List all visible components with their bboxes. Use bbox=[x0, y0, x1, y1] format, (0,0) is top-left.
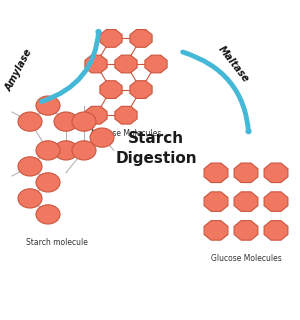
FancyArrowPatch shape bbox=[42, 31, 99, 101]
Ellipse shape bbox=[72, 112, 96, 131]
Polygon shape bbox=[234, 221, 258, 240]
Polygon shape bbox=[115, 55, 137, 73]
Text: Starch molecule: Starch molecule bbox=[26, 238, 88, 247]
FancyArrowPatch shape bbox=[183, 52, 249, 132]
Ellipse shape bbox=[90, 128, 114, 147]
Text: Glucose Molecules: Glucose Molecules bbox=[211, 254, 281, 263]
Ellipse shape bbox=[18, 189, 42, 208]
Polygon shape bbox=[264, 192, 288, 211]
Ellipse shape bbox=[54, 112, 78, 131]
Polygon shape bbox=[130, 81, 152, 99]
Ellipse shape bbox=[36, 141, 60, 160]
Text: Maltase: Maltase bbox=[217, 44, 251, 84]
Text: Amylase: Amylase bbox=[4, 48, 35, 93]
Polygon shape bbox=[234, 192, 258, 211]
Polygon shape bbox=[204, 221, 228, 240]
Ellipse shape bbox=[54, 141, 78, 160]
Polygon shape bbox=[85, 55, 107, 73]
Polygon shape bbox=[264, 163, 288, 182]
Polygon shape bbox=[264, 221, 288, 240]
Polygon shape bbox=[130, 29, 152, 47]
Polygon shape bbox=[115, 106, 137, 124]
Ellipse shape bbox=[18, 157, 42, 176]
Polygon shape bbox=[100, 29, 122, 47]
Polygon shape bbox=[204, 192, 228, 211]
Polygon shape bbox=[234, 163, 258, 182]
Polygon shape bbox=[85, 106, 107, 124]
Polygon shape bbox=[100, 81, 122, 99]
Polygon shape bbox=[204, 163, 228, 182]
Text: Maltose Molecules: Maltose Molecules bbox=[91, 129, 161, 138]
Ellipse shape bbox=[18, 112, 42, 131]
Ellipse shape bbox=[72, 141, 96, 160]
Ellipse shape bbox=[36, 96, 60, 115]
Text: Starch
Digestion: Starch Digestion bbox=[115, 132, 197, 166]
Ellipse shape bbox=[36, 173, 60, 192]
Ellipse shape bbox=[36, 205, 60, 224]
Polygon shape bbox=[145, 55, 167, 73]
